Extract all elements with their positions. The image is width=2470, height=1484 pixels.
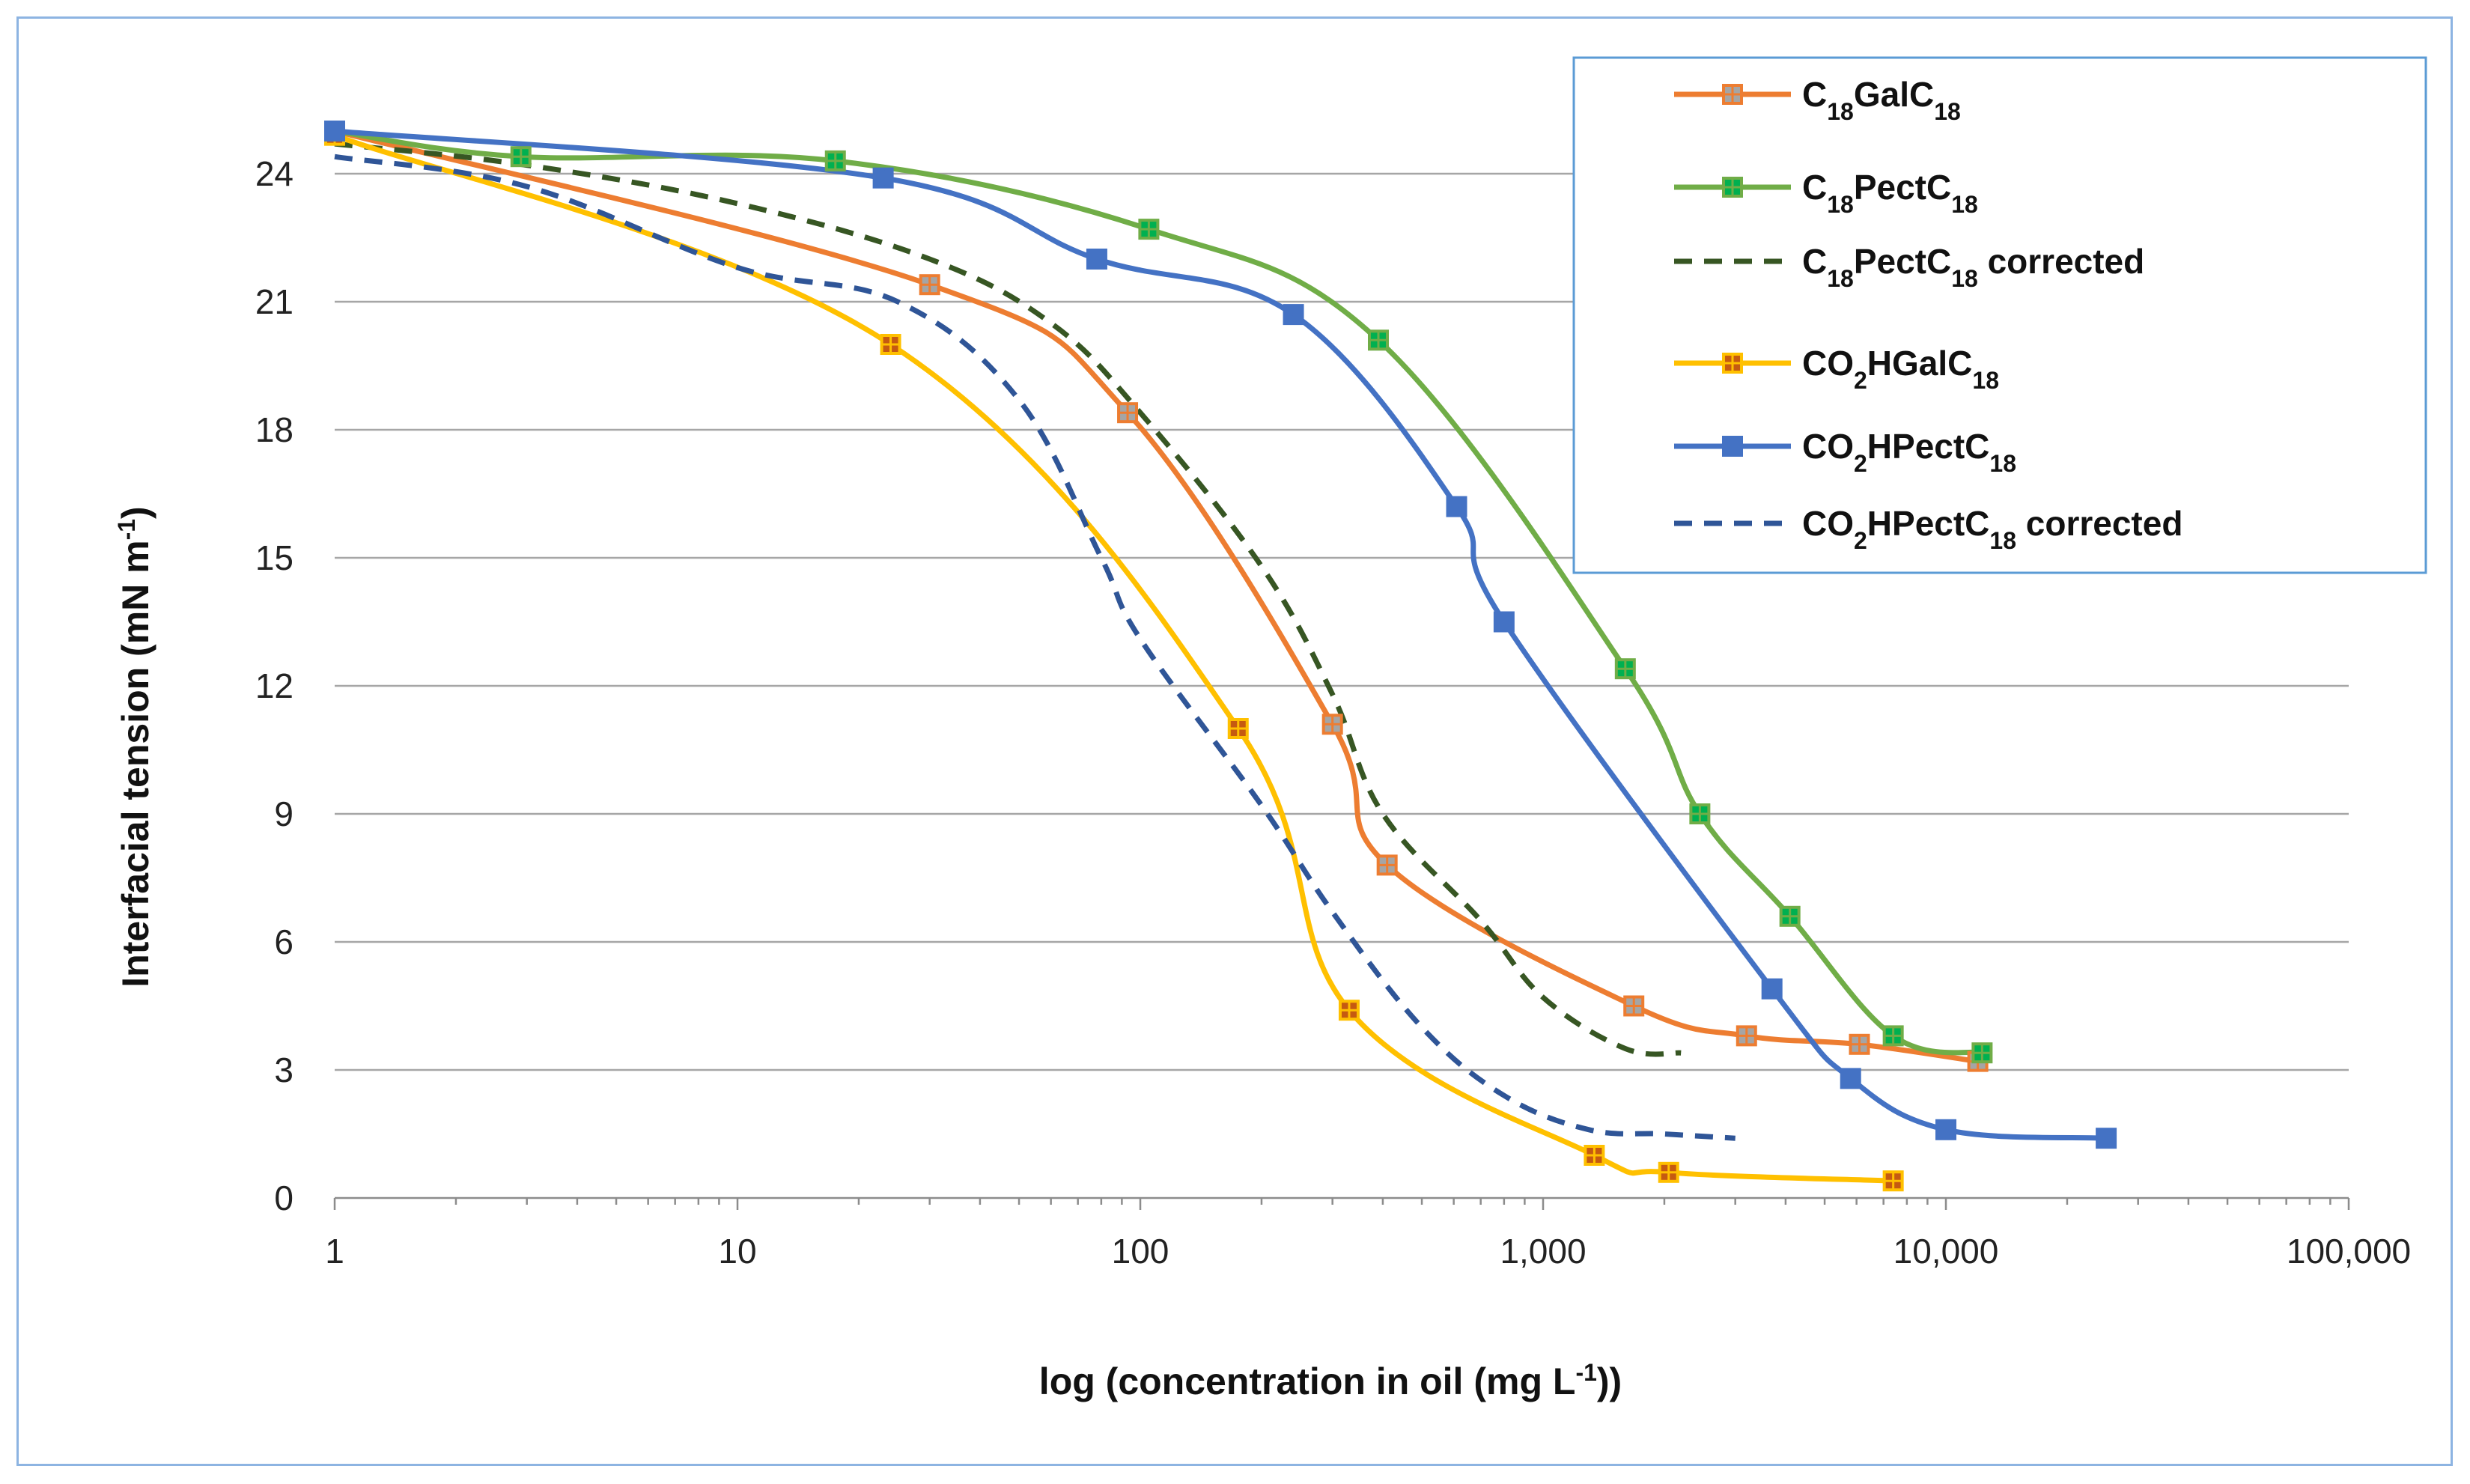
point-c18galc18: [919, 274, 940, 296]
point-co2hpectc18: [1086, 249, 1107, 270]
point-co2hpectc18: [1446, 496, 1467, 517]
point-c18galc18: [1736, 1025, 1757, 1047]
point-c18galc18: [1321, 714, 1343, 735]
point-c18galc18: [1849, 1033, 1870, 1055]
point-co2hpectc18: [1840, 1068, 1861, 1089]
y-tick-label: 3: [274, 1050, 293, 1089]
legend: C18GalC18 C18PectC18 C18PectC18 corrected C…: [1572, 56, 2427, 574]
y-tick-label: 21: [255, 282, 293, 321]
legend-box: [1572, 56, 2427, 574]
point-c18pectc18: [1779, 905, 1801, 927]
point-co2hgalc18: [1882, 1170, 1904, 1192]
series-line-c18galc18: [332, 128, 1981, 1065]
x-tick-label: 10: [718, 1232, 756, 1271]
point-c18pectc18: [1614, 658, 1636, 680]
legend-item-c18pectc18-corrected: C18PectC18 corrected: [1674, 242, 2144, 292]
y-tick-label: 0: [274, 1179, 293, 1217]
point-c18pectc18: [1882, 1025, 1904, 1047]
legend-item-c18galc18: C18GalC18: [1674, 75, 1961, 125]
point-c18pectc18: [1138, 219, 1160, 240]
x-tick-label: 1,000: [1500, 1232, 1586, 1271]
point-co2hgalc18: [880, 334, 901, 355]
y-tick-label: 9: [274, 794, 293, 833]
y-axis-title: Interfacial tension (mN m-1): [113, 506, 156, 987]
point-co2hpectc18: [1493, 611, 1515, 633]
point-c18galc18: [1117, 402, 1139, 424]
legend-label: C18PectC18 corrected: [1802, 242, 2144, 292]
point-co2hgalc18: [1338, 1000, 1360, 1021]
point-co2hpectc18: [1935, 1119, 1956, 1140]
x-tick-label: 1: [325, 1232, 344, 1271]
point-co2hpectc18: [872, 167, 894, 189]
legend-label: C18GalC18: [1802, 75, 1961, 125]
point-co2hpectc18: [324, 121, 345, 142]
point-co2hgalc18: [1658, 1161, 1679, 1183]
x-tick-label: 10,000: [1893, 1232, 1999, 1271]
y-tick-label: 24: [255, 154, 293, 193]
y-tick-label: 15: [255, 538, 293, 577]
legend-item-co2hpectc18-corrected: CO2HPectC18 corrected: [1674, 504, 2182, 554]
series-line-co2hpectc18-corrected: [334, 153, 1736, 1141]
x-tick-label: 100: [1112, 1232, 1169, 1271]
legend-marker: [1722, 353, 1743, 374]
point-co2hgalc18: [1584, 1145, 1605, 1166]
legend-marker: [1722, 177, 1743, 198]
point-c18pectc18: [824, 150, 846, 171]
series-line-co2hgalc18: [332, 133, 1896, 1184]
point-co2hpectc18: [2096, 1128, 2117, 1149]
legend-item-co2hpectc18: CO2HPectC18: [1674, 427, 2016, 477]
x-tick-labels: 1 10 100 1,000 10,000 100,000: [325, 1232, 2411, 1271]
y-tick-labels: 0 3 6 9 12 15 18 21 24: [255, 154, 293, 1217]
series-line-c18pectc18-corrected: [334, 141, 1682, 1057]
point-c18galc18: [1376, 854, 1398, 876]
y-tick-label: 12: [255, 666, 293, 705]
point-c18galc18: [1623, 995, 1645, 1017]
x-tick-label: 100,000: [2287, 1232, 2411, 1271]
legend-marker: [1722, 436, 1743, 457]
legend-label: CO2HGalC18: [1802, 344, 1999, 394]
point-c18pectc18: [510, 146, 532, 168]
point-co2hgalc18: [1227, 718, 1249, 739]
point-co2hpectc18: [1283, 304, 1304, 326]
legend-item-c18pectc18: C18PectC18: [1674, 168, 1978, 218]
y-tick-label: 6: [274, 922, 293, 961]
point-co2hpectc18: [1761, 978, 1783, 1000]
legend-label: CO2HPectC18 corrected: [1802, 504, 2182, 554]
legend-item-co2hgalc18: CO2HGalC18: [1674, 344, 1999, 394]
y-tick-label: 18: [255, 410, 293, 449]
legend-label: C18PectC18: [1802, 168, 1978, 218]
chart-frame: [16, 16, 2453, 1466]
series-markers: [324, 121, 2117, 1192]
point-c18pectc18: [1367, 329, 1389, 351]
point-c18pectc18: [1971, 1042, 1993, 1064]
legend-label: CO2HPectC18: [1802, 427, 2016, 477]
x-axis-title: log (concentration in oil (mg L-1)): [1039, 1359, 1622, 1402]
axes: [333, 1196, 2350, 1210]
point-c18pectc18: [1689, 803, 1711, 824]
legend-marker: [1722, 84, 1743, 105]
